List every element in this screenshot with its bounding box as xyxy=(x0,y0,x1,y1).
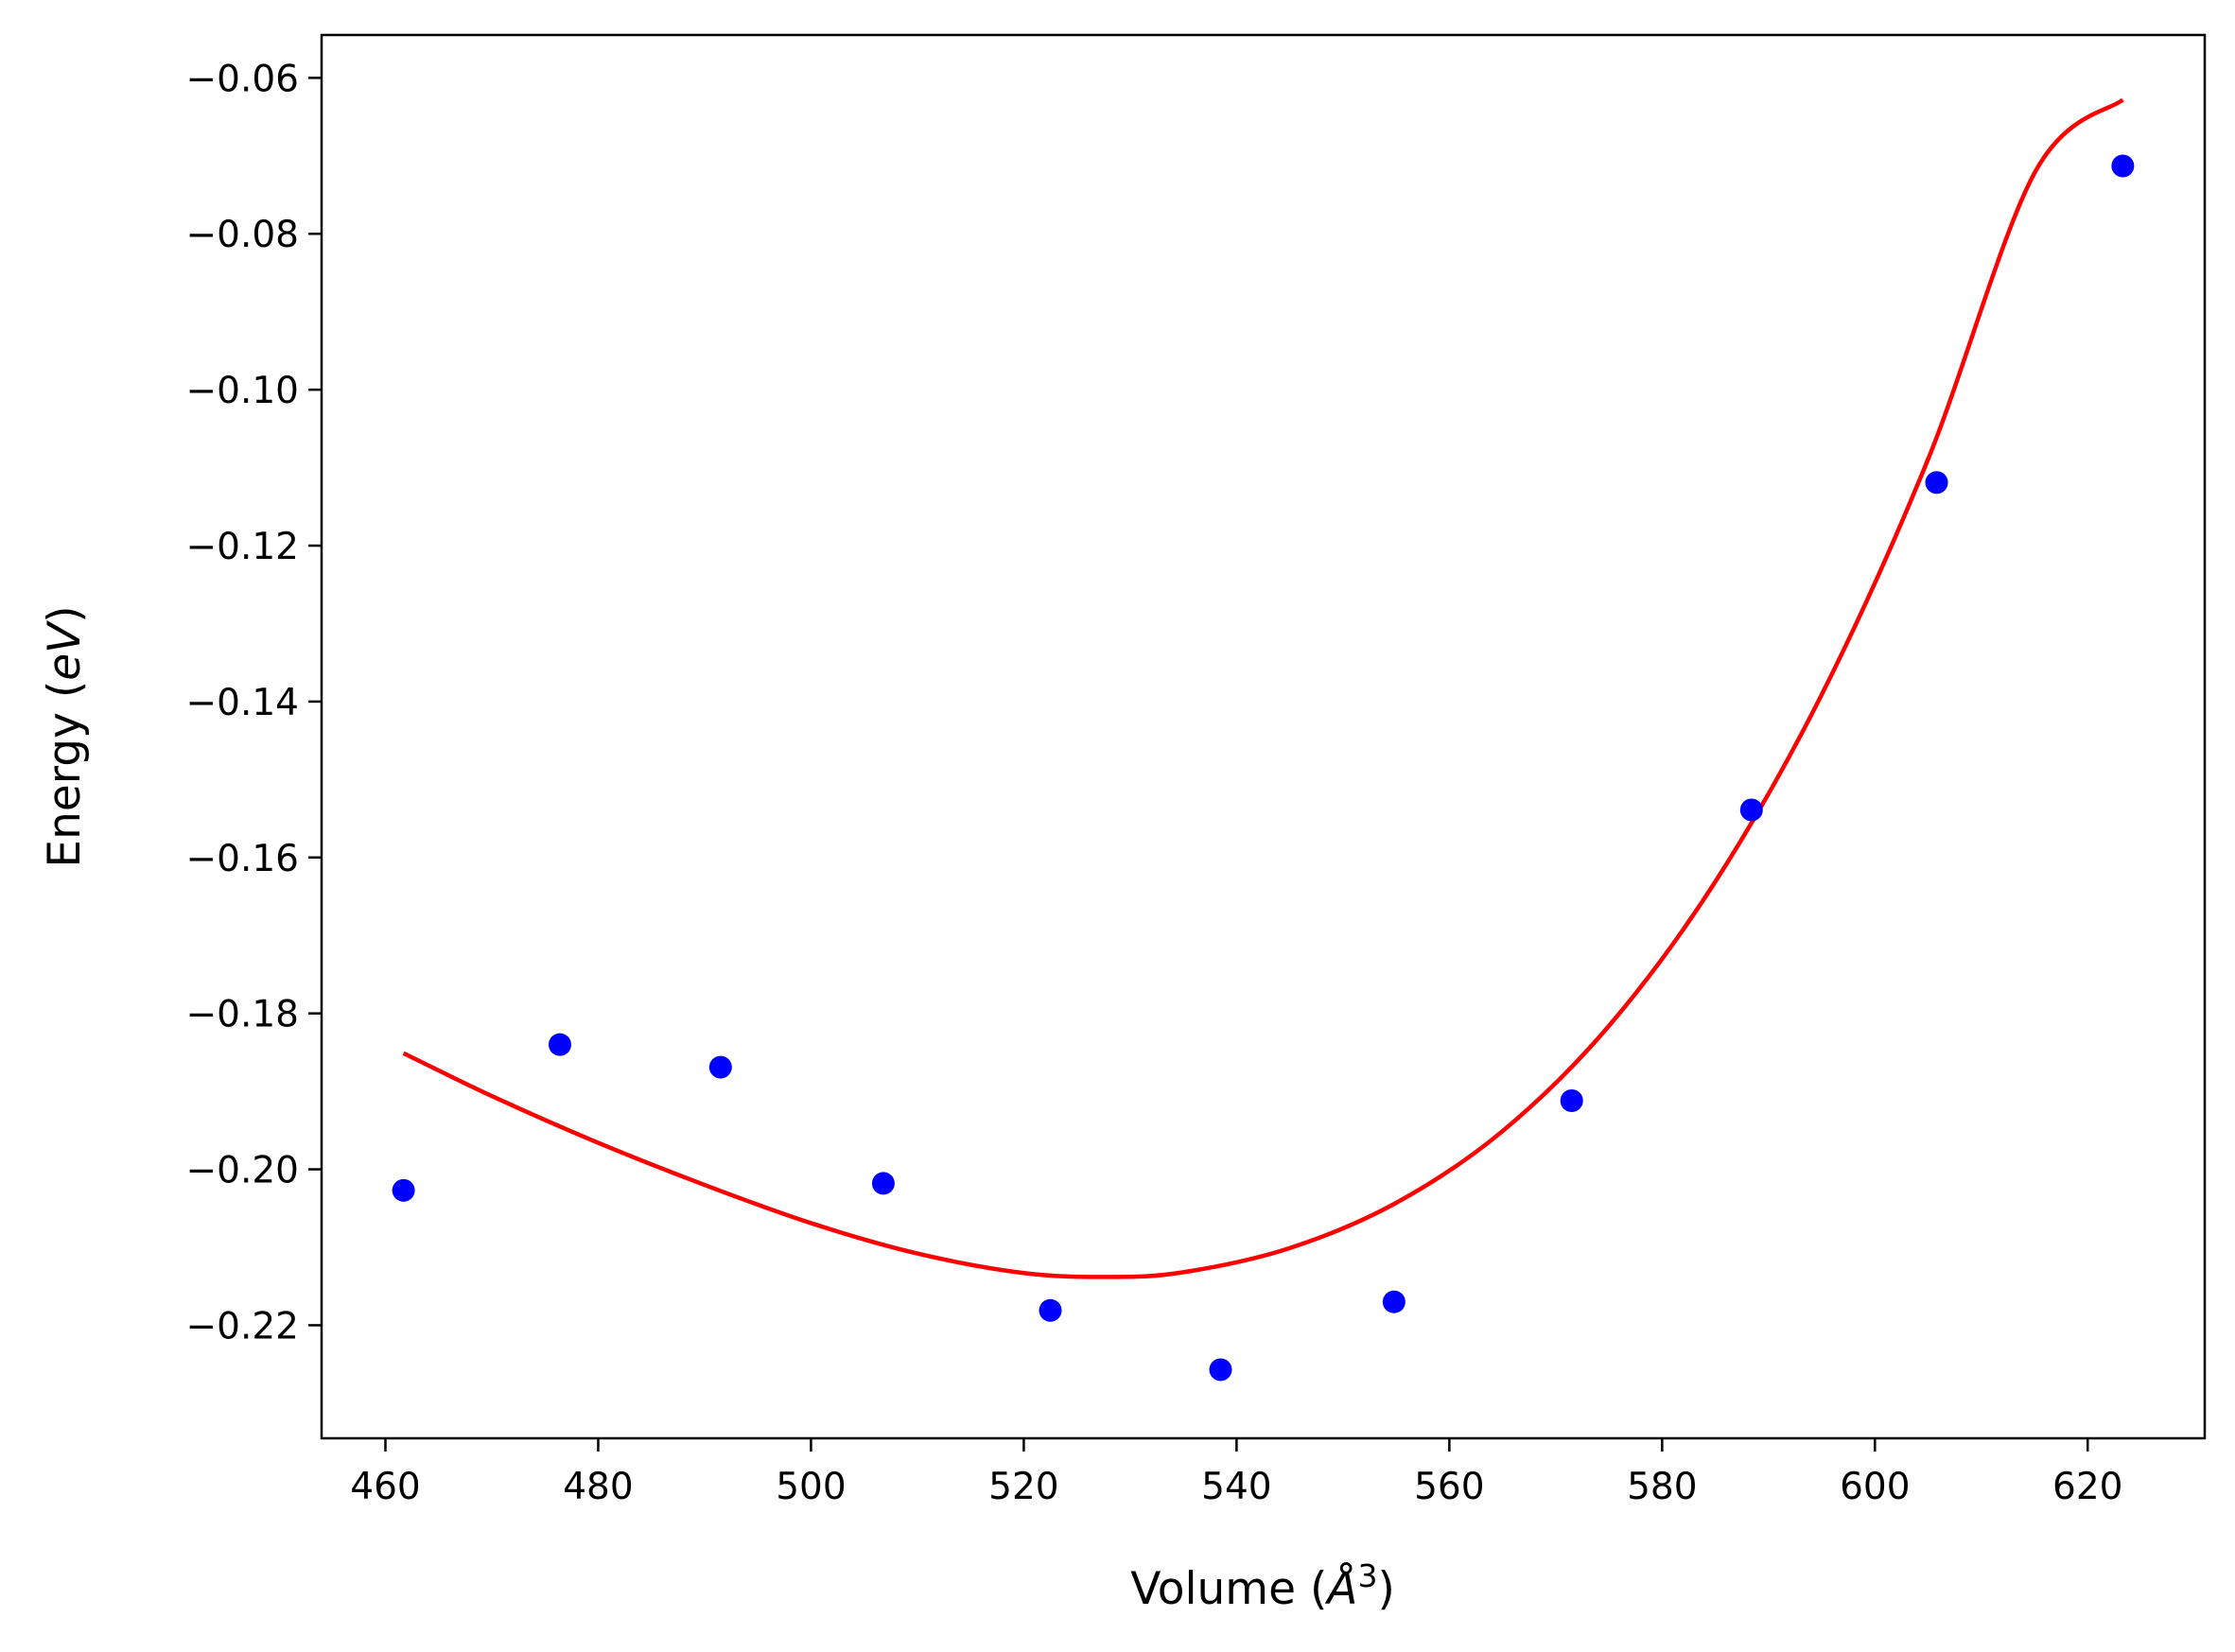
data-point xyxy=(871,1172,895,1195)
plot-frame xyxy=(320,33,2207,1440)
data-point xyxy=(1739,798,1763,822)
data-point xyxy=(708,1055,732,1079)
x-tick-label: 480 xyxy=(563,1466,633,1508)
x-tick-label: 540 xyxy=(1201,1466,1271,1508)
y-tick-label: −0.12 xyxy=(185,526,299,568)
y-tick-label: −0.22 xyxy=(185,1305,299,1348)
data-point xyxy=(392,1178,415,1202)
data-points-layer xyxy=(392,154,2135,1382)
x-tick-label: 600 xyxy=(1840,1466,1910,1508)
x-tick-label: 620 xyxy=(2052,1466,2122,1508)
y-axis-label: Energy (eV) xyxy=(39,605,91,867)
y-axis-label-text: Energy ( xyxy=(39,681,91,868)
y-tick-label: −0.20 xyxy=(185,1150,299,1192)
y-tick-label: −0.16 xyxy=(185,838,299,880)
x-tick-label: 460 xyxy=(350,1466,420,1508)
data-point xyxy=(1560,1089,1583,1113)
x-axis-label-superscript: 3 xyxy=(1357,1557,1377,1594)
x-axis-label-symbol: Å xyxy=(1324,1563,1357,1615)
x-tick-label: 580 xyxy=(1627,1466,1697,1508)
data-point xyxy=(1382,1290,1406,1313)
y-tick-label: −0.10 xyxy=(185,370,299,412)
x-tick-label: 560 xyxy=(1414,1466,1484,1508)
x-axis-label-text: Volume ( xyxy=(1130,1563,1327,1615)
x-tick-label: 500 xyxy=(776,1466,846,1508)
y-tick-label: −0.08 xyxy=(185,214,299,256)
data-point xyxy=(1209,1358,1232,1382)
data-point xyxy=(1925,471,1948,495)
y-axis-ticks: −0.22 −0.20 −0.18 −0.16 −0.14 −0.12 −0.10 −0.08… xyxy=(185,58,322,1348)
x-axis-label: Volume (Å3) xyxy=(1130,1557,1395,1615)
data-point xyxy=(1039,1298,1062,1322)
data-point xyxy=(2111,154,2135,178)
fit-curve-layer xyxy=(402,97,2124,1279)
y-tick-label: −0.14 xyxy=(185,682,299,724)
y-axis-label-unit: eV xyxy=(39,620,91,681)
x-tick-label: 520 xyxy=(988,1466,1058,1508)
y-tick-label: −0.06 xyxy=(185,58,299,100)
y-tick-label: −0.18 xyxy=(185,994,299,1036)
x-axis-ticks: 460 480 500 520 540 560 580 600 620 xyxy=(350,1438,2122,1508)
x-axis-label-close: ) xyxy=(1377,1563,1394,1615)
data-point xyxy=(548,1033,571,1056)
fit-curve xyxy=(402,97,2124,1279)
y-axis-label-close: ) xyxy=(39,605,91,622)
